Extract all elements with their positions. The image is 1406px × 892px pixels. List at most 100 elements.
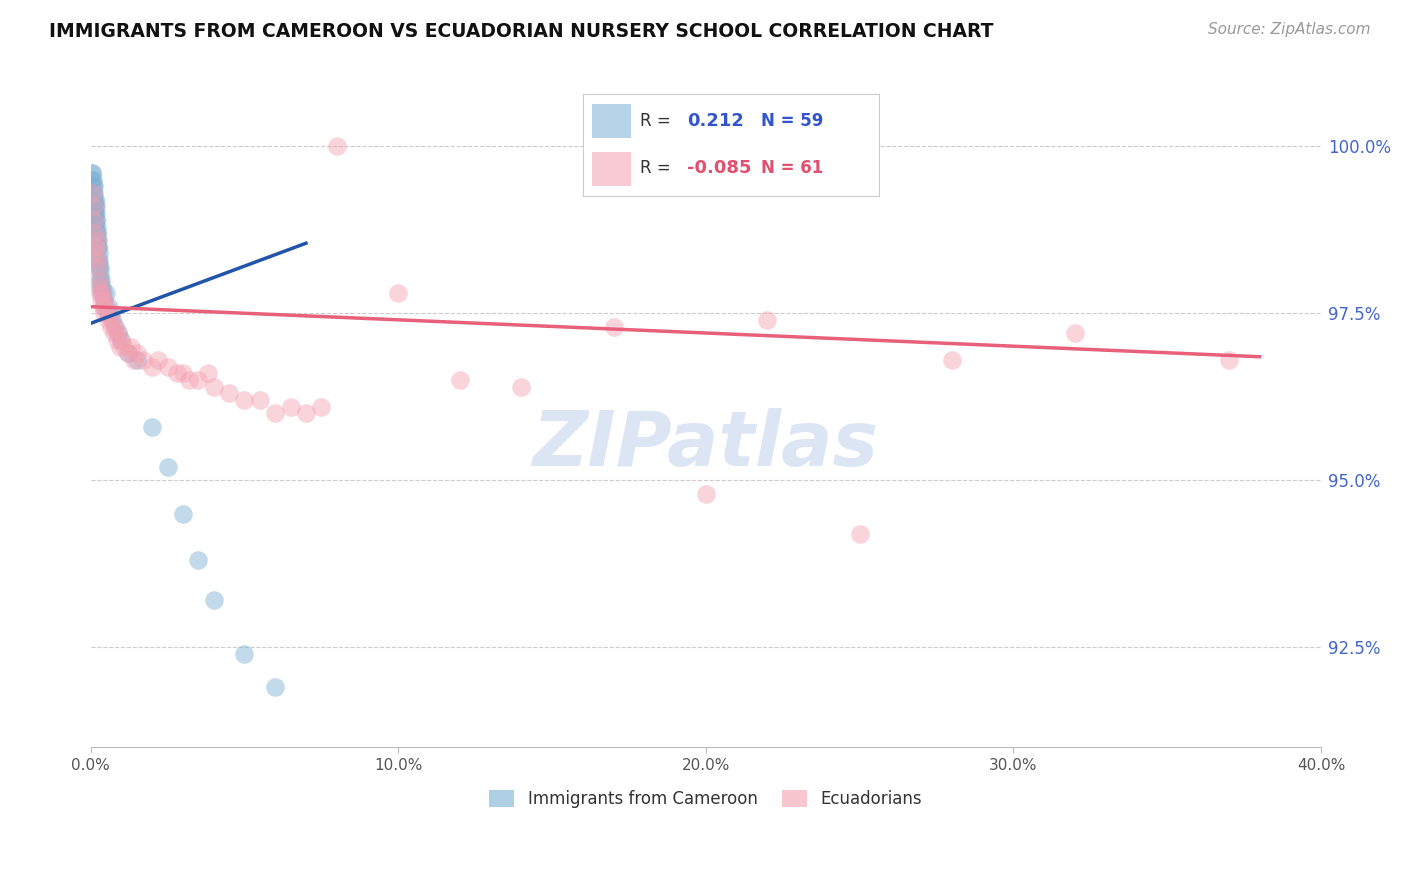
Point xyxy=(233,647,256,661)
Point xyxy=(84,206,107,220)
Point xyxy=(94,300,117,314)
Point xyxy=(90,293,112,307)
Point xyxy=(87,252,110,267)
Point xyxy=(172,507,194,521)
Point xyxy=(87,233,110,247)
Point xyxy=(280,400,302,414)
Point xyxy=(86,233,108,247)
Point xyxy=(264,407,287,421)
Point xyxy=(295,407,318,421)
Point xyxy=(101,313,124,327)
Point xyxy=(120,340,142,354)
Point xyxy=(86,226,108,240)
Point xyxy=(84,199,107,213)
Point xyxy=(110,333,132,347)
Point xyxy=(83,212,105,227)
Point xyxy=(82,186,104,201)
Point xyxy=(122,353,145,368)
Point xyxy=(89,279,111,293)
Point xyxy=(941,353,963,368)
Point xyxy=(89,286,111,301)
Point xyxy=(125,346,148,360)
Point xyxy=(510,380,533,394)
Text: 0.212: 0.212 xyxy=(688,112,744,130)
Point xyxy=(98,300,121,314)
Point xyxy=(172,367,194,381)
Point xyxy=(202,593,225,607)
Point xyxy=(264,680,287,694)
Point xyxy=(87,246,110,260)
Point xyxy=(101,313,124,327)
Point xyxy=(91,279,114,293)
Text: R =: R = xyxy=(640,112,671,130)
Point xyxy=(103,326,125,341)
Point xyxy=(233,393,256,408)
Point xyxy=(177,373,200,387)
Point xyxy=(110,333,132,347)
Point xyxy=(91,286,114,301)
Point xyxy=(187,553,209,567)
Point xyxy=(197,367,219,381)
Point xyxy=(82,193,104,207)
Point xyxy=(100,306,122,320)
Point xyxy=(91,286,114,301)
Point xyxy=(83,179,105,194)
Point xyxy=(86,226,108,240)
Point xyxy=(83,212,105,227)
Point xyxy=(141,359,163,374)
Point xyxy=(94,286,117,301)
Text: R =: R = xyxy=(640,159,671,177)
Point xyxy=(602,319,624,334)
Point xyxy=(756,313,779,327)
Text: ZIPatlas: ZIPatlas xyxy=(533,408,879,482)
Point xyxy=(83,219,105,234)
Point xyxy=(104,319,127,334)
Text: IMMIGRANTS FROM CAMEROON VS ECUADORIAN NURSERY SCHOOL CORRELATION CHART: IMMIGRANTS FROM CAMEROON VS ECUADORIAN N… xyxy=(49,22,994,41)
Text: N = 61: N = 61 xyxy=(761,159,823,177)
Point xyxy=(93,293,115,307)
Point xyxy=(141,420,163,434)
Point xyxy=(82,166,104,180)
Point xyxy=(249,393,271,408)
Point xyxy=(107,326,129,341)
Point xyxy=(1218,353,1240,368)
Point xyxy=(86,239,108,253)
Point xyxy=(87,239,110,253)
Point xyxy=(86,233,108,247)
Point xyxy=(83,199,105,213)
Point xyxy=(89,260,111,274)
Point xyxy=(89,273,111,287)
Point xyxy=(93,293,115,307)
Point xyxy=(166,367,188,381)
Point xyxy=(89,260,111,274)
Point xyxy=(387,286,409,301)
Point xyxy=(108,340,131,354)
Point xyxy=(86,212,108,227)
Point xyxy=(89,273,111,287)
Point xyxy=(84,212,107,227)
Point xyxy=(86,246,108,260)
Point xyxy=(87,252,110,267)
Point xyxy=(311,400,333,414)
Point xyxy=(93,306,115,320)
Point xyxy=(83,186,105,201)
Point xyxy=(90,273,112,287)
Point xyxy=(91,300,114,314)
Point xyxy=(86,252,108,267)
Text: -0.085: -0.085 xyxy=(688,159,751,177)
Point xyxy=(114,340,136,354)
Point xyxy=(87,260,110,274)
Point xyxy=(82,166,104,180)
Text: Source: ZipAtlas.com: Source: ZipAtlas.com xyxy=(1208,22,1371,37)
Point xyxy=(125,353,148,368)
Point xyxy=(695,486,717,500)
Point xyxy=(93,300,115,314)
Point xyxy=(83,193,105,207)
Point xyxy=(82,186,104,201)
Point xyxy=(105,333,128,347)
Point xyxy=(148,353,170,368)
Point xyxy=(90,286,112,301)
Legend: Immigrants from Cameroon, Ecuadorians: Immigrants from Cameroon, Ecuadorians xyxy=(482,783,929,814)
Point xyxy=(82,179,104,194)
Point xyxy=(84,206,107,220)
